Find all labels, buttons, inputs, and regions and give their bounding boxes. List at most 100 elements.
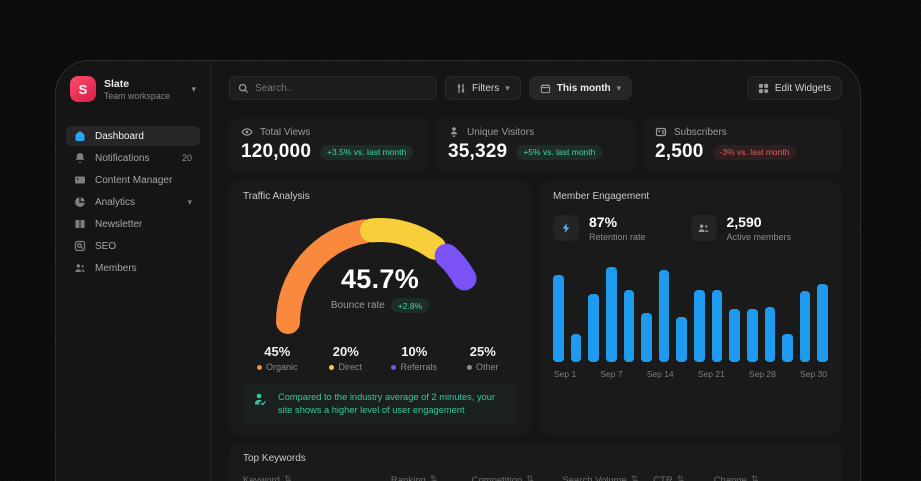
sidebar-item-newsletter[interactable]: Newsletter — [66, 214, 200, 234]
bar — [623, 290, 635, 362]
sidebar-item-label: Notifications — [95, 152, 150, 164]
pie-chart-icon — [74, 196, 87, 209]
sort-icon: ⇅ — [750, 475, 759, 481]
sidebar-menu: Dashboard Notifications 20 Content Manag… — [66, 126, 200, 278]
active-members-stat: 2,590 Active members — [690, 214, 829, 242]
bar — [729, 308, 740, 362]
bar — [676, 317, 687, 362]
legend-dot-referrals — [391, 364, 397, 370]
legend-item-other: 25% Other — [449, 344, 518, 372]
stat-card-total-views[interactable]: Total Views 120,000 +3.5% vs. last month — [229, 118, 428, 173]
x-tick: Sep 30 — [800, 369, 827, 379]
newsletter-icon — [74, 218, 87, 231]
bolt-icon — [553, 215, 579, 241]
bounce-rate-gauge: 45.7% Bounce rate +2.8% — [268, 206, 492, 334]
bar — [641, 313, 652, 362]
sidebar-item-label: Analytics — [95, 196, 136, 208]
column-header-search-volume[interactable]: Search Volume ⇅ — [562, 475, 653, 481]
column-header-keyword[interactable]: Keyword ⇅ — [243, 475, 391, 481]
main-content: Filters ▾ This month ▾ Edit Widgets — [211, 61, 860, 481]
retention-label: Retention rate — [589, 232, 646, 242]
engagement-bar-chart — [553, 258, 828, 362]
stat-label: Subscribers — [674, 126, 727, 138]
stat-card-unique-visitors[interactable]: Unique Visitors 35,329 +5% vs. last mont… — [436, 118, 635, 173]
legend-item-organic: 45% Organic — [243, 344, 312, 372]
legend-dot-other — [466, 364, 472, 370]
period-label: This month — [556, 82, 611, 94]
filters-button[interactable]: Filters ▾ — [445, 76, 521, 100]
stat-value: 120,000 — [241, 141, 312, 162]
stat-label: Total Views — [260, 126, 311, 138]
bar — [694, 290, 705, 362]
bar — [782, 333, 793, 362]
column-header-competition[interactable]: Competition ⇅ — [472, 475, 563, 481]
sidebar-item-notifications[interactable]: Notifications 20 — [66, 148, 200, 168]
chevron-down-icon: ▾ — [616, 82, 622, 93]
bar — [746, 308, 758, 362]
sidebar-item-members[interactable]: Members — [66, 258, 200, 278]
legend-value: 10% — [401, 344, 428, 359]
gauge-segment-organic — [276, 219, 376, 334]
panel-title: Top Keywords — [243, 452, 306, 464]
members-icon — [74, 262, 87, 275]
bar — [570, 333, 582, 362]
bar — [553, 274, 564, 362]
edit-widgets-button[interactable]: Edit Widgets — [746, 76, 842, 100]
legend-value: 20% — [332, 344, 359, 359]
sidebar-item-content-manager[interactable]: Content Manager — [66, 170, 200, 190]
bar — [764, 306, 776, 362]
sort-icon: ⇅ — [676, 475, 685, 481]
panel-title: Member Engagement — [553, 191, 650, 202]
notifications-count-badge: 20 — [181, 153, 192, 163]
traffic-analysis-panel: Traffic Analysis 45.7% Bounce rate +2 — [229, 181, 531, 435]
subscribers-icon — [655, 126, 667, 138]
app-window: S Slate Team workspace ▾ Dashboard Notif… — [55, 60, 861, 481]
sidebar-item-label: Dashboard — [95, 130, 144, 142]
x-tick: Sep 28 — [748, 369, 776, 379]
column-header-ranking[interactable]: Ranking ⇅ — [391, 475, 472, 481]
panel-title: Traffic Analysis — [243, 191, 310, 202]
stat-delta-badge: -3% vs. last month — [712, 144, 797, 160]
stat-card-subscribers[interactable]: Subscribers 2,500 -3% vs. last month — [643, 118, 842, 173]
sort-icon: ⇅ — [429, 475, 438, 481]
stat-delta-badge: +5% vs. last month — [516, 144, 603, 160]
calendar-icon — [540, 83, 551, 94]
content-icon — [74, 174, 87, 187]
sidebar-item-label: Newsletter — [95, 218, 143, 230]
search-box[interactable] — [229, 76, 437, 100]
edit-widgets-label: Edit Widgets — [774, 82, 831, 94]
legend-dot-organic — [256, 364, 262, 370]
topbar: Filters ▾ This month ▾ Edit Widgets — [229, 76, 842, 100]
workspace-meta: Slate Team workspace — [104, 78, 183, 101]
member-engagement-panel: Member Engagement 87% Retention rate — [539, 181, 842, 435]
workspace-name: Slate — [104, 77, 130, 90]
period-selector[interactable]: This month ▾ — [528, 76, 633, 100]
search-input[interactable] — [255, 82, 428, 94]
legend-dot-direct — [329, 364, 335, 370]
sidebar-item-seo[interactable]: SEO — [66, 236, 200, 256]
legend-label: Direct — [338, 362, 362, 372]
widgets-icon — [758, 83, 769, 94]
engagement-note: Compared to the industry average of 2 mi… — [243, 384, 517, 425]
legend-label: Organic — [265, 362, 298, 372]
sidebar-item-analytics[interactable]: Analytics ▾ — [66, 192, 200, 212]
column-header-change[interactable]: Change ⇅ — [714, 475, 828, 481]
bar — [605, 267, 617, 362]
search-icon — [238, 83, 249, 94]
stat-label: Unique Visitors — [467, 126, 535, 138]
filters-label: Filters — [472, 82, 500, 94]
sort-icon: ⇅ — [630, 475, 639, 481]
people-icon — [690, 215, 717, 241]
workspace-switcher[interactable]: S Slate Team workspace ▾ — [66, 76, 200, 102]
gauge-segment-referrals — [434, 243, 477, 291]
sidebar-item-dashboard[interactable]: Dashboard — [66, 126, 200, 146]
legend-item-referrals: 10% Referrals — [380, 344, 449, 372]
sort-icon: ⇅ — [283, 475, 292, 481]
chevron-down-icon: ▾ — [505, 82, 510, 93]
bounce-rate-label: Bounce rate — [330, 300, 385, 311]
sidebar-item-label: SEO — [95, 240, 117, 252]
column-header-ctr[interactable]: CTR ⇅ — [653, 475, 714, 481]
x-tick: Sep 7 — [600, 369, 623, 379]
bar — [658, 270, 670, 362]
retention-stat: 87% Retention rate — [553, 214, 691, 242]
